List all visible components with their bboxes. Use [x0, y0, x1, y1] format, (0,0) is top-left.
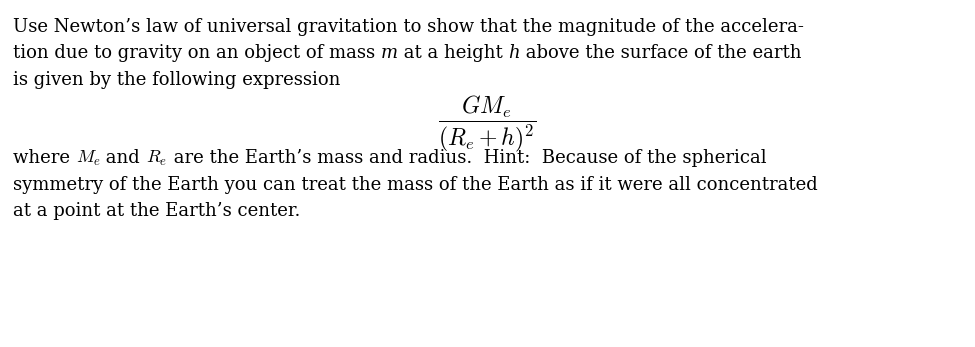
Text: h: h	[509, 44, 520, 62]
Text: where: where	[13, 149, 76, 167]
Text: at a height: at a height	[398, 44, 509, 62]
Text: m: m	[381, 44, 398, 62]
Text: and: and	[100, 149, 146, 167]
Text: Use Newton’s law of universal gravitation to show that the magnitude of the acce: Use Newton’s law of universal gravitatio…	[13, 18, 803, 36]
Text: above the surface of the earth: above the surface of the earth	[520, 44, 801, 62]
Text: $M_e$: $M_e$	[76, 149, 100, 168]
Text: symmetry of the Earth you can treat the mass of the Earth as if it were all conc: symmetry of the Earth you can treat the …	[13, 176, 818, 194]
Text: at a point at the Earth’s center.: at a point at the Earth’s center.	[13, 202, 300, 220]
Text: are the Earth’s mass and radius.  Hint:  Because of the spherical: are the Earth’s mass and radius. Hint: B…	[168, 149, 766, 167]
Text: tion due to gravity on an object of mass: tion due to gravity on an object of mass	[13, 44, 381, 62]
Text: is given by the following expression: is given by the following expression	[13, 71, 340, 89]
Text: $R_e$: $R_e$	[146, 149, 167, 168]
Text: $\dfrac{GM_e}{(R_e + h)^2}$: $\dfrac{GM_e}{(R_e + h)^2}$	[438, 94, 537, 154]
